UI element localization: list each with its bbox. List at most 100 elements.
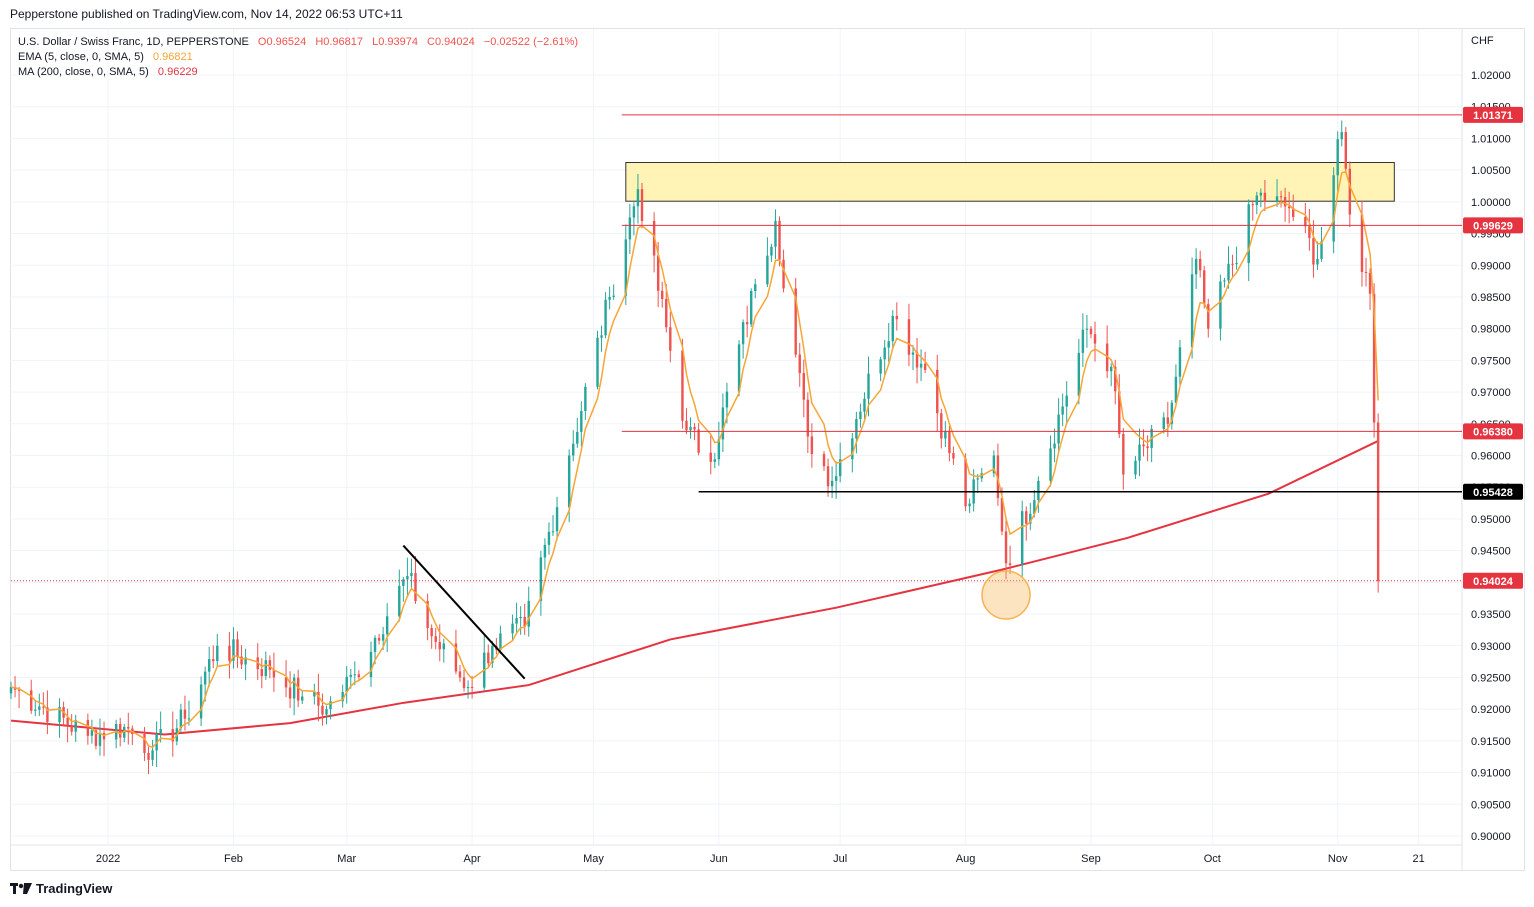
candle-body[interactable]	[292, 677, 296, 699]
candle-body[interactable]	[527, 600, 530, 627]
candle-body[interactable]	[689, 427, 692, 431]
candle-body[interactable]	[272, 669, 276, 678]
candle-body[interactable]	[1089, 328, 1093, 335]
candle-body[interactable]	[855, 419, 858, 439]
candle-body[interactable]	[665, 299, 668, 328]
candle-body[interactable]	[228, 645, 231, 661]
candle-body[interactable]	[260, 669, 263, 677]
candle-body[interactable]	[944, 430, 947, 439]
candle-body[interactable]	[770, 246, 773, 256]
highlight-circle[interactable]	[981, 570, 1031, 620]
candle-body[interactable]	[288, 687, 292, 699]
candle-body[interactable]	[264, 660, 268, 677]
candle-body[interactable]	[38, 706, 41, 710]
candle-body[interactable]	[466, 686, 470, 689]
candle-body[interactable]	[863, 398, 866, 412]
candle-body[interactable]	[454, 643, 458, 672]
candle-body[interactable]	[341, 692, 344, 702]
candle-body[interactable]	[94, 730, 98, 746]
candle-body[interactable]	[968, 503, 971, 507]
candle-body[interactable]	[313, 691, 316, 697]
candle-body[interactable]	[1227, 263, 1230, 281]
candle-body[interactable]	[1114, 366, 1117, 392]
candle-body[interactable]	[952, 453, 955, 459]
candle-body[interactable]	[179, 709, 183, 729]
candle-body[interactable]	[357, 674, 361, 678]
candle-body[interactable]	[1033, 500, 1036, 514]
candle-body[interactable]	[810, 436, 814, 454]
candle-body[interactable]	[70, 725, 73, 732]
candle-body[interactable]	[1190, 274, 1194, 348]
candle-body[interactable]	[1025, 511, 1028, 524]
candle-body[interactable]	[1138, 444, 1141, 461]
candle-body[interactable]	[34, 709, 37, 711]
candle-body[interactable]	[183, 709, 187, 719]
tradingview-footer[interactable]: TradingView	[10, 881, 112, 896]
candle-body[interactable]	[345, 676, 348, 693]
candle-body[interactable]	[1198, 258, 1202, 271]
candle-body[interactable]	[426, 601, 429, 628]
candle-body[interactable]	[398, 585, 401, 617]
candle-body[interactable]	[580, 410, 583, 432]
candle-body[interactable]	[1109, 366, 1113, 372]
candle-body[interactable]	[891, 315, 894, 342]
candle-body[interactable]	[1259, 192, 1263, 196]
candle-body[interactable]	[301, 696, 304, 701]
candle-body[interactable]	[636, 189, 640, 207]
candle-body[interactable]	[754, 284, 757, 291]
candle-body[interactable]	[9, 686, 13, 694]
candle-body[interactable]	[296, 677, 300, 701]
candle-body[interactable]	[414, 573, 417, 602]
candle-body[interactable]	[1312, 238, 1315, 265]
candle-body[interactable]	[749, 290, 753, 325]
trend-line[interactable]	[402, 544, 526, 680]
candle-body[interactable]	[458, 671, 462, 678]
candle-body[interactable]	[915, 352, 919, 368]
candle-body[interactable]	[470, 686, 474, 688]
candle-body[interactable]	[1304, 217, 1307, 227]
candle-body[interactable]	[745, 322, 749, 325]
candle-body[interactable]	[1000, 498, 1004, 532]
candle-body[interactable]	[1263, 192, 1267, 202]
candle-body[interactable]	[555, 507, 559, 532]
candle-body[interactable]	[325, 709, 328, 715]
candle-body[interactable]	[1093, 334, 1097, 344]
candle-body[interactable]	[936, 369, 939, 414]
candle-body[interactable]	[1251, 204, 1254, 206]
candle-body[interactable]	[737, 344, 741, 392]
resistance-zone[interactable]	[625, 162, 1395, 202]
candle-body[interactable]	[1376, 422, 1380, 582]
candle-body[interactable]	[681, 350, 684, 421]
candle-body[interactable]	[1004, 531, 1008, 564]
candle-body[interactable]	[838, 459, 842, 477]
candle-body[interactable]	[859, 411, 862, 420]
candle-body[interactable]	[976, 478, 979, 480]
candle-body[interactable]	[539, 557, 543, 601]
candle-body[interactable]	[86, 720, 90, 736]
candle-body[interactable]	[1053, 443, 1056, 449]
candle-body[interactable]	[46, 707, 49, 723]
candle-body[interactable]	[887, 341, 890, 348]
candle-body[interactable]	[329, 701, 332, 710]
candle-body[interactable]	[685, 420, 688, 431]
candle-body[interactable]	[717, 439, 721, 460]
candle-body[interactable]	[806, 399, 810, 437]
candle-body[interactable]	[992, 455, 996, 474]
candle-body[interactable]	[256, 657, 259, 670]
candle-body[interactable]	[373, 637, 377, 652]
candle-body[interactable]	[1049, 448, 1052, 481]
candle-body[interactable]	[822, 453, 826, 467]
candle-body[interactable]	[851, 438, 854, 460]
candle-body[interactable]	[1368, 272, 1372, 294]
candle-body[interactable]	[90, 730, 94, 736]
candle-body[interactable]	[30, 690, 33, 711]
candle-body[interactable]	[127, 726, 130, 729]
candle-body[interactable]	[661, 290, 664, 300]
candle-body[interactable]	[911, 352, 915, 355]
candle-body[interactable]	[774, 220, 777, 247]
candle-body[interactable]	[406, 575, 409, 580]
candle-body[interactable]	[879, 359, 882, 374]
candle-body[interactable]	[1360, 214, 1364, 272]
candle-body[interactable]	[798, 354, 801, 374]
candle-body[interactable]	[1037, 480, 1040, 501]
